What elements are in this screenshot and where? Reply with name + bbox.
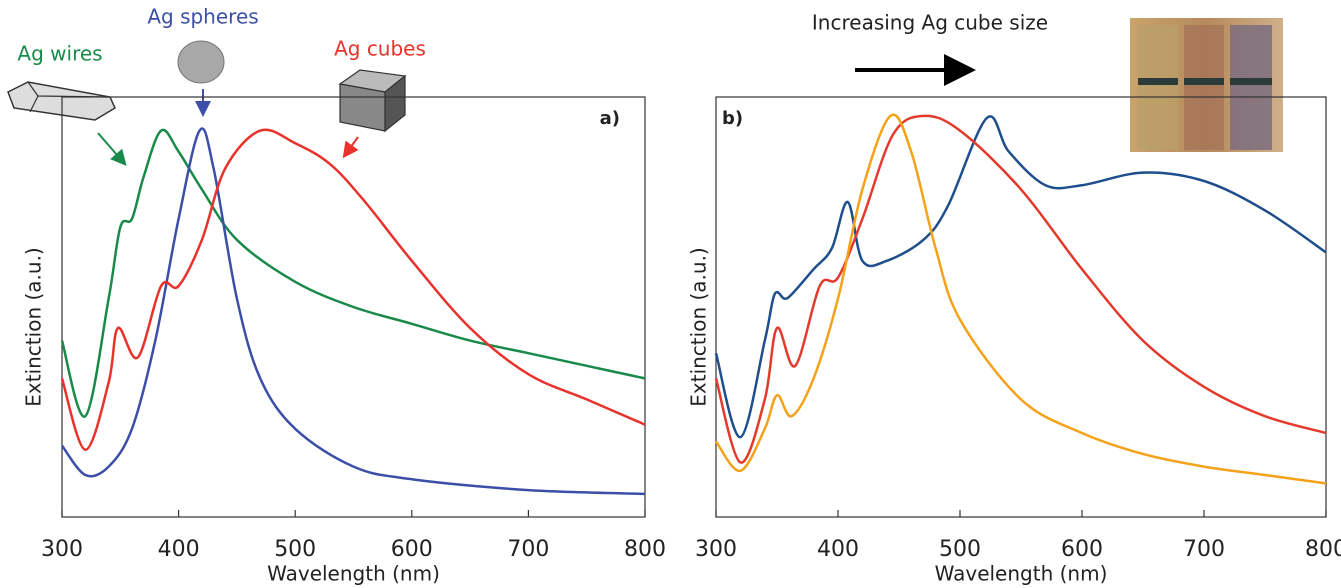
x-tick-label: 700 [1183, 537, 1225, 562]
wire-arrow [97, 132, 127, 167]
cuvette-photo [1130, 18, 1283, 152]
series-line [60, 127, 646, 496]
y-axis-label: Extinction (a.u.) [22, 247, 46, 406]
x-axis-label: Wavelength (nm) [935, 562, 1108, 586]
x-tick-label: 600 [391, 537, 433, 562]
series-line [60, 128, 646, 418]
series-label: Ag cubes [334, 37, 426, 61]
series-line [714, 114, 1327, 464]
panel-label: a) [600, 108, 620, 129]
x-tick-label: 800 [1305, 537, 1341, 562]
x-tick-label: 400 [817, 537, 859, 562]
plot-frame [715, 96, 1327, 518]
plot-frame [61, 96, 646, 518]
x-tick-label: 500 [274, 537, 316, 562]
x-tick-label: 300 [41, 537, 83, 562]
annotation: Increasing Ag cube size [812, 11, 1048, 35]
panel-label: b) [722, 108, 743, 129]
x-tick-label: 700 [507, 537, 549, 562]
x-tick-label: 500 [939, 537, 981, 562]
x-tick-label: 300 [695, 537, 737, 562]
sphere-icon [177, 40, 225, 84]
x-tick-label: 400 [158, 537, 200, 562]
series-line [714, 113, 1327, 485]
x-tick-label: 800 [624, 537, 666, 562]
cube-icon [338, 69, 407, 133]
series-line [714, 115, 1327, 439]
series-label: Ag wires [17, 42, 102, 66]
x-tick-label: 600 [1061, 537, 1103, 562]
series-line [60, 128, 646, 452]
x-axis-label: Wavelength (nm) [267, 562, 440, 586]
series-label: Ag spheres [147, 5, 258, 29]
cube-arrow [342, 136, 359, 159]
y-axis-label: Extinction (a.u.) [687, 247, 711, 406]
